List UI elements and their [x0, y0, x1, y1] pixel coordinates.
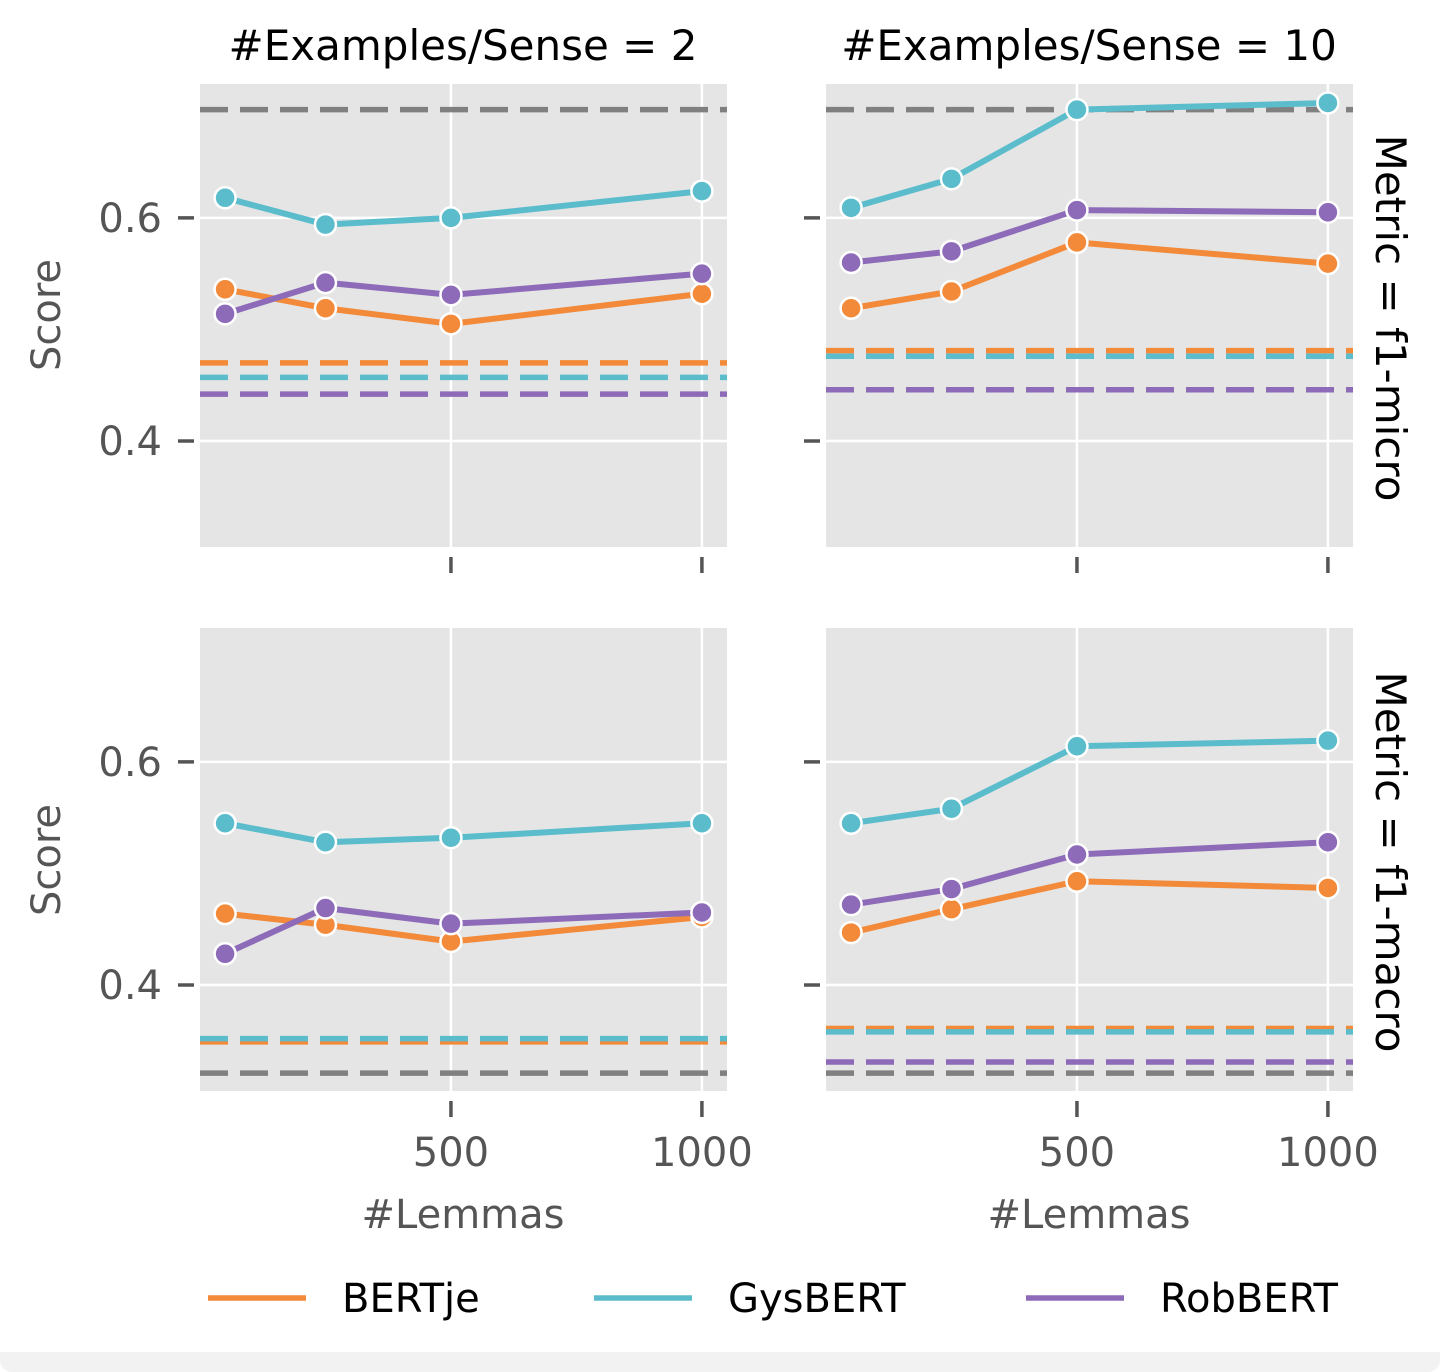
data-point-robbert: [313, 896, 338, 920]
series-line-bertje: [850, 878, 1328, 936]
legend-item-robbert: RobBERT: [1026, 1276, 1338, 1322]
series-line-gysbert: [850, 737, 1328, 827]
data-point-robbert: [939, 239, 964, 264]
series-line-gysbert: [224, 820, 703, 846]
data-point-robbert: [690, 900, 714, 925]
x-axis-label-left: #Lemmas: [362, 1192, 565, 1238]
facet-panel-1: [804, 84, 1353, 573]
data-point-bertje: [939, 279, 964, 304]
data-point-gysbert: [213, 811, 237, 835]
facet-panel-3: 500 1000: [804, 628, 1379, 1176]
data-point-gysbert: [1065, 734, 1089, 759]
y-axis-label-top: Score: [24, 259, 70, 371]
data-point-gysbert: [690, 179, 714, 203]
column-title-examples-2: #Examples/Sense = 2: [229, 21, 698, 70]
row-title-f1-micro: Metric = f1-micro: [1366, 135, 1415, 502]
data-point-gysbert: [1065, 97, 1089, 122]
panel-background: [200, 628, 727, 1091]
y-axis-label-bottom: Score: [24, 804, 70, 916]
data-point-bertje: [1316, 876, 1340, 900]
x-tick-label: 1000: [651, 1130, 753, 1176]
series-line-bertje: [224, 910, 703, 945]
series-line-robbert: [850, 207, 1328, 266]
legend-label: RobBERT: [1160, 1276, 1338, 1322]
data-point-gysbert: [939, 796, 964, 821]
data-point-robbert: [439, 283, 463, 307]
data-point-bertje: [1065, 230, 1089, 255]
data-point-robbert: [313, 270, 338, 295]
y-tick-label: 0.6: [98, 196, 162, 242]
series-line-gysbert: [850, 99, 1328, 211]
figure-labels: #Examples/Sense = 2 #Examples/Sense = 10…: [24, 21, 1415, 1238]
row-title-f1-macro: Metric = f1-macro: [1366, 672, 1415, 1053]
data-point-bertje: [213, 277, 237, 302]
data-point-bertje: [1316, 251, 1340, 276]
series-line-robbert: [224, 270, 703, 317]
window-bottom-edge: [0, 1352, 1440, 1372]
x-tick-label: 500: [413, 1130, 489, 1176]
data-point-gysbert: [1316, 728, 1340, 753]
panel-background: [200, 84, 727, 547]
data-point-gysbert: [839, 811, 863, 835]
facet-panel-2: 0.4 0.6 500 1000: [98, 628, 753, 1176]
data-point-robbert: [439, 911, 463, 936]
data-point-robbert: [1065, 198, 1089, 222]
data-point-gysbert: [439, 825, 463, 850]
data-point-gysbert: [939, 167, 964, 191]
column-title-examples-10: #Examples/Sense = 10: [841, 21, 1337, 70]
series-line-robbert: [223, 905, 703, 957]
data-point-gysbert: [213, 186, 237, 210]
data-point-bertje: [839, 920, 863, 945]
y-tick-label: 0.4: [98, 419, 162, 465]
data-point-robbert: [1065, 842, 1089, 867]
data-point-bertje: [313, 296, 338, 320]
series-line-bertje: [850, 239, 1329, 312]
data-point-robbert: [213, 942, 237, 966]
data-point-robbert: [1316, 830, 1340, 854]
y-tick-label: 0.4: [98, 963, 162, 1009]
data-point-robbert: [839, 892, 863, 917]
data-point-robbert: [690, 261, 714, 286]
data-point-gysbert: [1316, 91, 1340, 115]
data-point-bertje: [690, 281, 714, 306]
data-point-bertje: [939, 897, 964, 921]
x-tick-label: 500: [1039, 1130, 1115, 1176]
series-line-robbert: [850, 839, 1329, 908]
data-point-gysbert: [313, 830, 338, 854]
legend-item-bertje: BERTje: [208, 1276, 480, 1322]
data-point-robbert: [939, 877, 964, 901]
data-point-bertje: [839, 296, 863, 320]
legend-item-gysbert: GysBERT: [594, 1276, 906, 1322]
x-tick-label: 1000: [1277, 1130, 1379, 1176]
series-line-gysbert: [224, 188, 703, 228]
data-point-robbert: [213, 302, 237, 326]
data-point-gysbert: [439, 206, 463, 230]
data-point-bertje: [1065, 869, 1089, 894]
legend-label: GysBERT: [728, 1276, 906, 1322]
data-point-bertje: [439, 312, 463, 336]
data-point-bertje: [213, 901, 237, 926]
panel-background: [826, 84, 1353, 547]
facet-panels: 0.4 0.6 0.4 0.6 500 1000 500 1000: [98, 84, 1379, 1176]
y-tick-label: 0.6: [98, 740, 162, 786]
data-point-gysbert: [839, 196, 863, 220]
facet-panel-0: 0.4 0.6: [98, 84, 727, 573]
x-axis-label-right: #Lemmas: [988, 1192, 1191, 1238]
data-point-robbert: [1316, 200, 1340, 225]
legend-label: BERTje: [342, 1276, 480, 1322]
data-point-gysbert: [313, 212, 338, 237]
data-point-robbert: [839, 250, 863, 275]
legend: BERTje GysBERT RobBERT: [208, 1276, 1338, 1322]
panel-background: [826, 628, 1353, 1091]
data-point-gysbert: [690, 811, 714, 835]
